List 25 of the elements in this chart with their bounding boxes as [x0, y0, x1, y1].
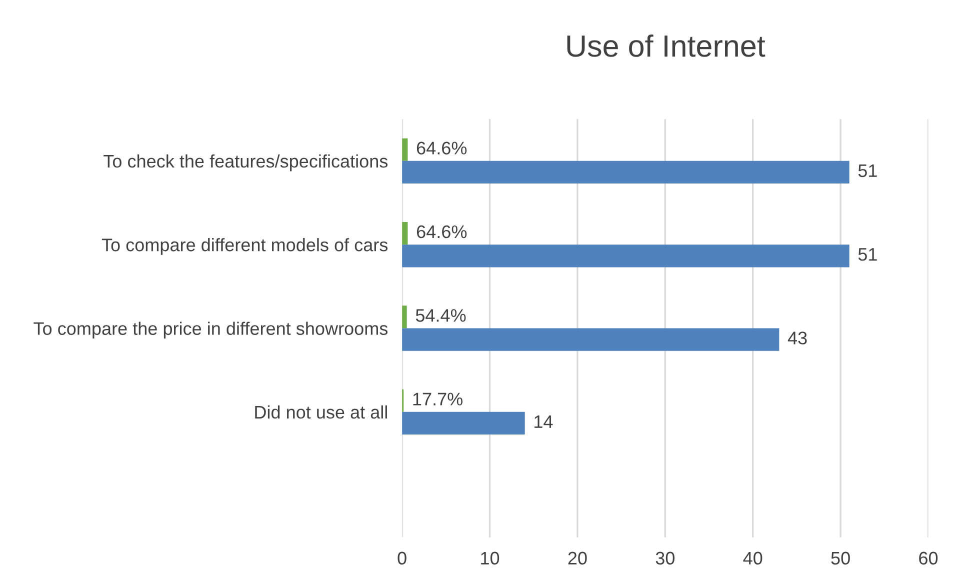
bar	[402, 306, 407, 328]
chart-title: Use of Internet	[567, 34, 766, 57]
data-label: 64.6%	[416, 225, 467, 238]
x-tick-label: 60	[919, 552, 938, 565]
data-label: 51	[858, 164, 877, 178]
bar	[402, 328, 780, 351]
data-label: 14	[534, 415, 553, 428]
y-tick-label: Did not use at all	[255, 405, 387, 419]
x-tick-label: 30	[656, 552, 674, 565]
data-label: 64.6%	[416, 142, 467, 154]
x-tick-label: 50	[831, 552, 850, 565]
x-tick-label: 0	[398, 552, 406, 565]
bar	[402, 412, 525, 435]
data-label: 17.7%	[413, 392, 462, 406]
y-tick-label: To compare different models of cars	[102, 238, 388, 255]
data-label: 43	[788, 332, 807, 344]
data-label: 51	[858, 248, 877, 261]
data-label: 54.4%	[416, 309, 466, 322]
y-tick-label: To check the features/specifications	[104, 154, 388, 172]
bar	[402, 244, 850, 268]
x-tick-label: 20	[568, 552, 587, 565]
bar	[402, 160, 850, 184]
x-tick-label: 40	[743, 552, 762, 565]
y-tick-label: To compare the price in different showrooms	[34, 322, 388, 339]
x-tick-label: 10	[481, 552, 500, 565]
